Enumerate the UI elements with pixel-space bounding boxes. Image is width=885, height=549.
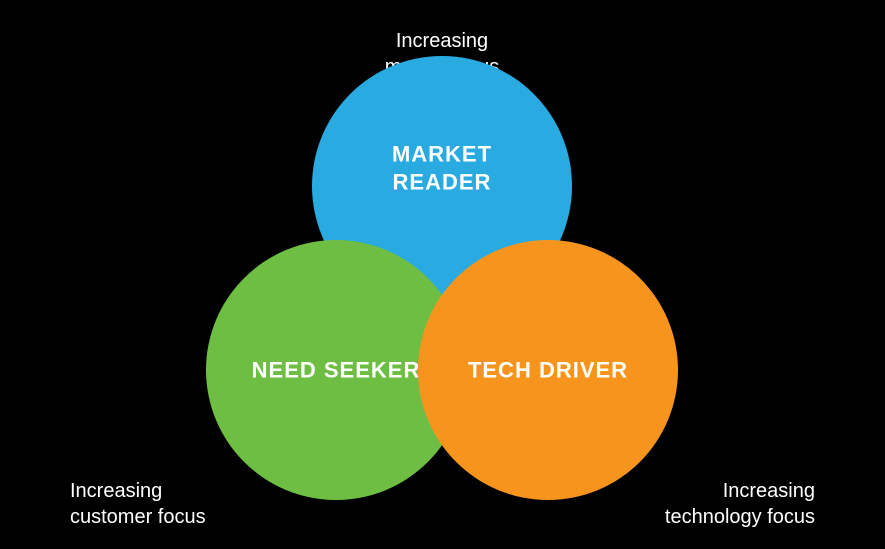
venn-diagram: { "diagram": { "type": "venn", "backgrou…	[0, 0, 885, 549]
annotation-bottom-left: Increasing customer focus	[70, 478, 206, 530]
annotation-bottom-right: Increasing technology focus	[665, 478, 815, 530]
venn-circle-right-label: TECH DRIVER	[418, 356, 678, 384]
venn-circle-top-label: MARKET READER	[312, 141, 572, 196]
venn-circle-right: TECH DRIVER	[418, 240, 678, 500]
